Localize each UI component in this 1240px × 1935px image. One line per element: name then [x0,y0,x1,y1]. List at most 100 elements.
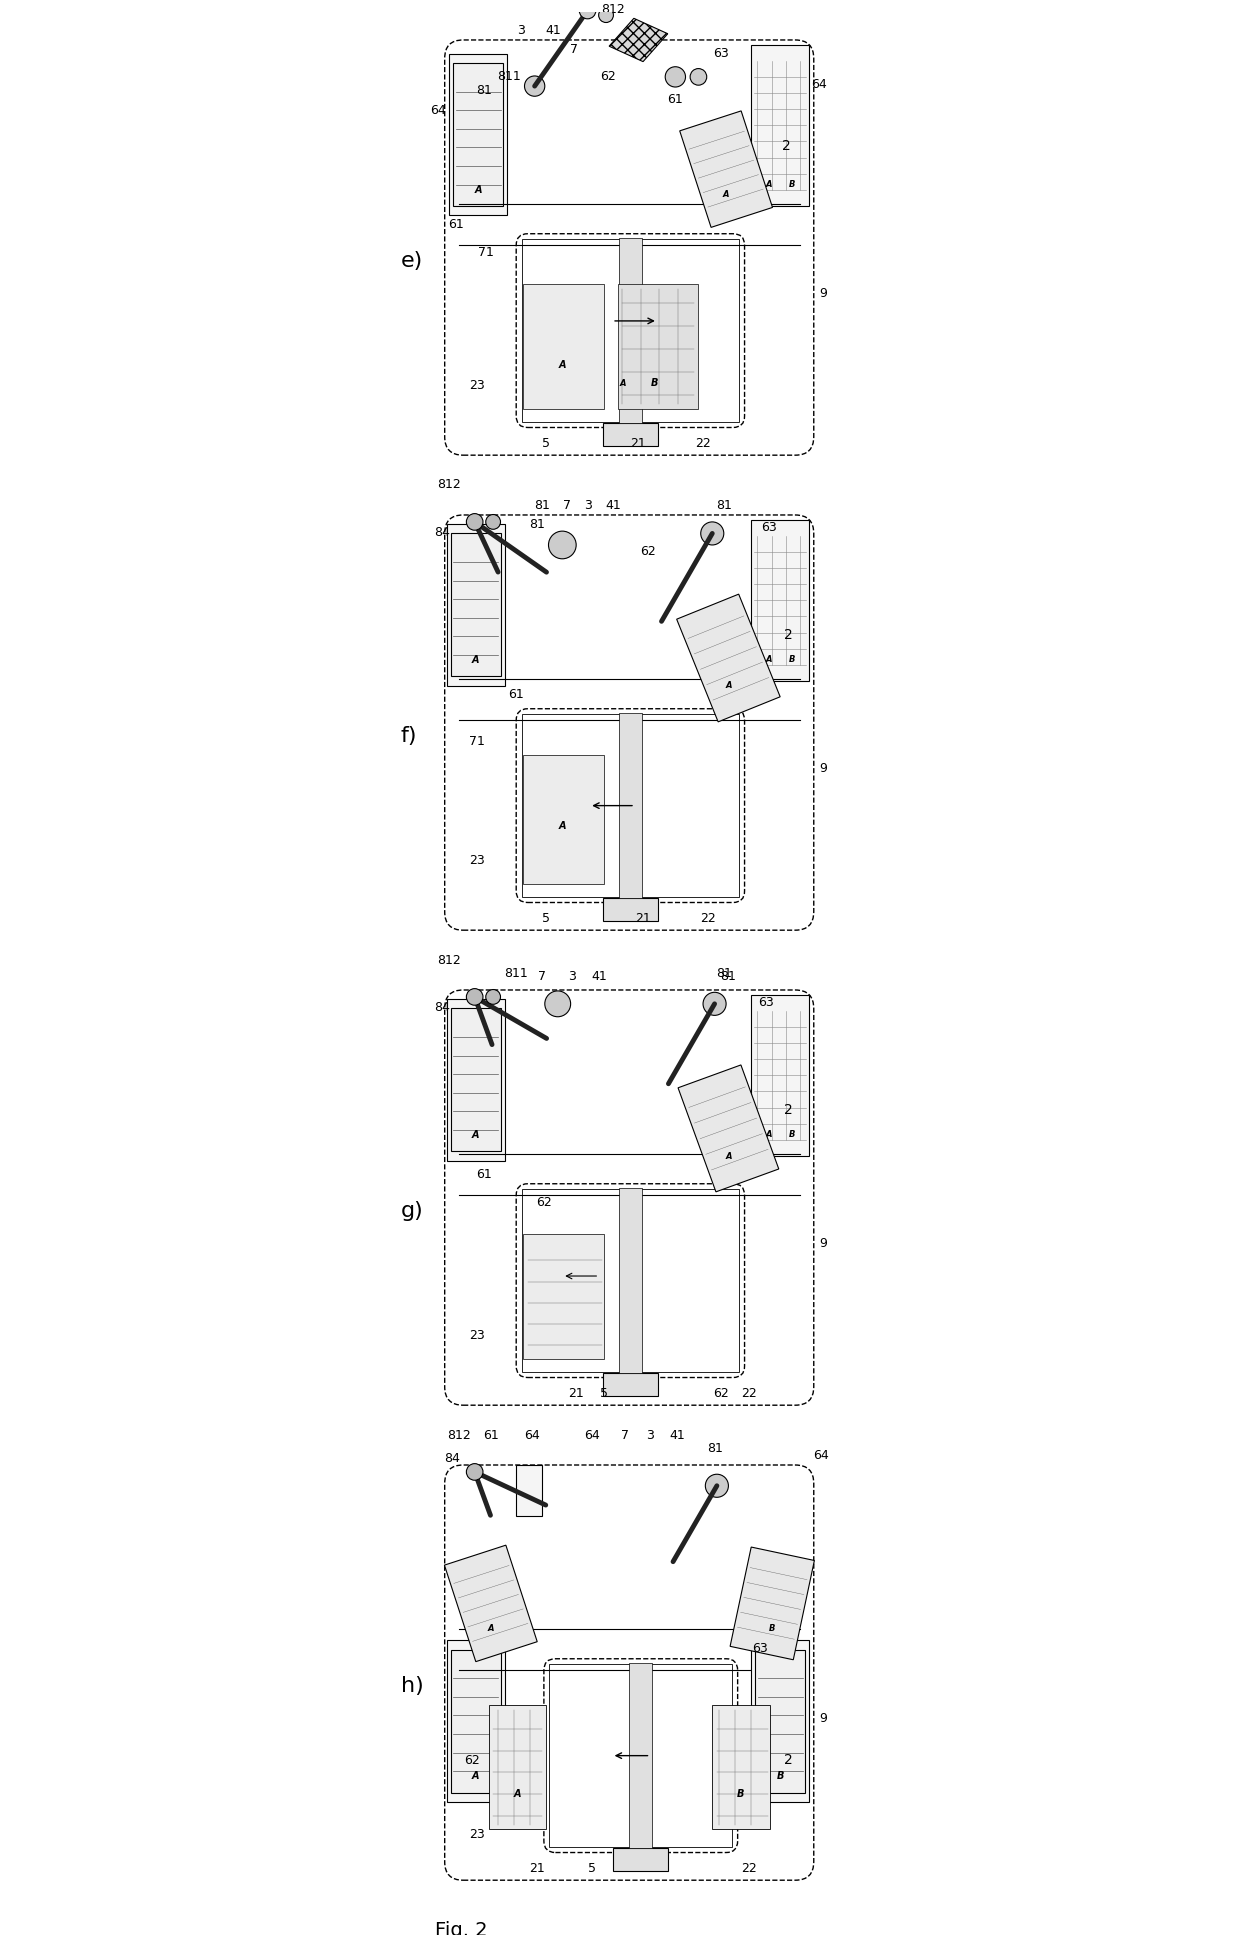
Text: Fig. 2: Fig. 2 [435,1921,489,1935]
Text: 812: 812 [438,954,461,966]
Text: 23: 23 [469,1827,485,1840]
Text: A: A [472,656,480,666]
Text: 61: 61 [667,93,683,106]
Text: 64: 64 [525,1428,541,1442]
Bar [523,284,604,408]
Text: 7: 7 [563,499,570,513]
Circle shape [703,993,727,1016]
Text: 2: 2 [781,139,790,153]
Bar [449,54,507,215]
Circle shape [486,515,501,530]
Text: e): e) [401,252,423,271]
Text: 81: 81 [707,1442,723,1455]
Text: A: A [472,1130,480,1140]
Text: B: B [776,1771,784,1780]
Circle shape [486,989,501,1004]
Text: B: B [738,1790,744,1800]
Bar [751,1641,810,1801]
Bar [489,1705,546,1829]
Text: 9: 9 [820,762,827,776]
Text: 71: 71 [469,735,485,747]
Bar [446,998,505,1161]
Text: 84: 84 [434,1000,450,1014]
Text: B: B [789,180,795,190]
Text: 64: 64 [430,104,445,116]
Text: 2: 2 [784,1103,792,1116]
Bar [619,238,642,424]
Polygon shape [444,1546,537,1662]
Text: 41: 41 [605,499,621,513]
Text: 23: 23 [469,379,485,393]
Text: B: B [651,377,658,389]
Bar [522,1190,739,1372]
Bar [523,755,604,884]
Bar [755,1649,806,1792]
Text: A: A [619,379,625,389]
Text: 64: 64 [584,1428,600,1442]
Bar [619,714,642,898]
Text: 62: 62 [465,1753,480,1767]
Text: 811: 811 [497,70,521,83]
Circle shape [706,1474,728,1498]
Text: A: A [558,360,567,370]
Circle shape [691,68,707,85]
Text: g): g) [401,1202,424,1221]
Polygon shape [609,17,668,62]
Text: A: A [475,184,482,195]
Bar [613,1848,668,1871]
Text: A: A [765,1130,773,1138]
Text: 64: 64 [812,1449,828,1463]
Circle shape [544,991,570,1016]
Circle shape [466,1463,484,1480]
Text: 21: 21 [631,437,646,451]
Bar [549,1664,732,1848]
Bar [446,1641,505,1801]
Text: A: A [472,1771,480,1780]
Text: 41: 41 [591,969,608,983]
Text: 21: 21 [635,911,651,925]
Text: B: B [769,1623,775,1633]
Text: 2: 2 [784,629,792,642]
Text: 61: 61 [476,1169,492,1180]
Text: 84: 84 [434,526,450,538]
Text: 3: 3 [568,969,575,983]
Text: 812: 812 [601,4,625,17]
Text: 811: 811 [505,968,528,981]
Text: 62: 62 [536,1196,552,1209]
Circle shape [665,66,686,87]
Text: 23: 23 [469,1329,485,1343]
Text: 9: 9 [820,1712,827,1726]
Text: 81: 81 [533,499,549,513]
Text: 62: 62 [713,1387,729,1401]
Bar [619,1188,642,1374]
Bar [523,1235,604,1358]
Text: h): h) [401,1676,424,1697]
Text: 81: 81 [715,499,732,513]
Text: 812: 812 [446,1428,470,1442]
Text: 63: 63 [761,521,776,534]
Text: 63: 63 [753,1643,768,1654]
Text: 61: 61 [482,1428,498,1442]
Text: 41: 41 [670,1428,686,1442]
Text: 9: 9 [820,286,827,300]
Circle shape [599,8,614,23]
Bar [450,534,501,677]
Text: B: B [789,654,795,664]
Bar [603,898,658,921]
Text: 5: 5 [542,437,551,451]
Text: A: A [723,190,729,199]
Text: 5: 5 [600,1387,608,1401]
Circle shape [466,989,484,1004]
Text: 21: 21 [568,1387,584,1401]
Bar [603,424,658,445]
Text: B: B [789,1130,795,1138]
Text: 7: 7 [620,1428,629,1442]
Text: 22: 22 [696,437,711,451]
Text: A: A [513,1790,521,1800]
Circle shape [579,2,596,19]
Bar [751,995,810,1155]
Bar [522,714,739,898]
Polygon shape [680,110,773,228]
Bar [751,45,810,205]
Text: 5: 5 [542,911,551,925]
